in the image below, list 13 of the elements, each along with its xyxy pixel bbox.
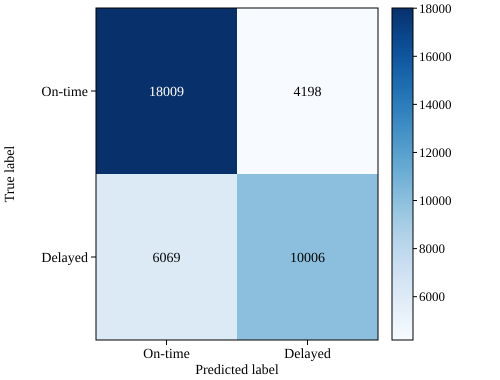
color-bar-label: 8000 bbox=[419, 241, 445, 256]
color-bar-label: 16000 bbox=[419, 48, 452, 64]
data-label: 4198 bbox=[294, 84, 322, 100]
color-bar-label: 10000 bbox=[419, 193, 452, 208]
data-label: 6069 bbox=[152, 250, 180, 266]
color-bar-label: 6000 bbox=[419, 289, 445, 304]
data-label: 10006 bbox=[290, 250, 325, 266]
color-bar-label: 18000 bbox=[419, 0, 452, 16]
color-bar-label: 12000 bbox=[419, 145, 452, 160]
data-label: 18009 bbox=[149, 84, 184, 100]
x-axis-title: Predicted label bbox=[195, 363, 279, 378]
color-bar-label: 14000 bbox=[419, 96, 452, 112]
y-axis-title: True label bbox=[3, 146, 18, 202]
